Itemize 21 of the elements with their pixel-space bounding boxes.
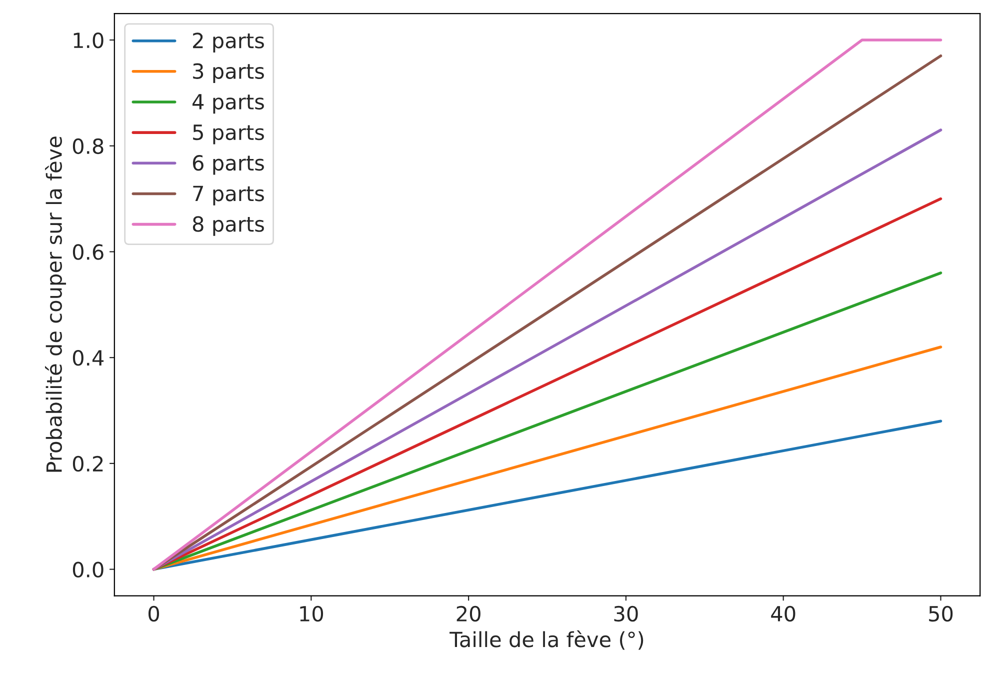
- x-tick-label: 10: [300, 606, 324, 622]
- y-tick-label: 0.8: [72, 138, 104, 154]
- y-tick-label: 1.0: [74, 32, 104, 48]
- y-tick-label: 0.4: [72, 350, 104, 366]
- legend-label: 3 parts: [193, 63, 264, 84]
- x-tick-label: 50: [929, 606, 953, 622]
- legend-label: 2 parts: [193, 32, 264, 52]
- legend-label: 8 parts: [192, 216, 264, 236]
- x-tick-label: 0: [148, 606, 160, 622]
- y-tick-label: 0.0: [72, 562, 104, 578]
- y-tick-label: 0.6: [72, 244, 104, 260]
- legend-label: 5 parts: [193, 124, 264, 144]
- legend-label: 6 parts: [192, 154, 264, 175]
- x-tick-label: 40: [771, 606, 796, 622]
- y-tick-label: 0.2: [72, 456, 103, 472]
- legend-label: 7 parts: [193, 186, 264, 206]
- legend-label: 4 parts: [192, 94, 264, 114]
- y-axis-title: Probabilité de couper sur la fève: [45, 136, 66, 472]
- x-tick-label: 30: [614, 606, 638, 622]
- x-axis-title: Taille de la fève (°): [450, 630, 644, 650]
- x-tick-label: 20: [456, 606, 480, 622]
